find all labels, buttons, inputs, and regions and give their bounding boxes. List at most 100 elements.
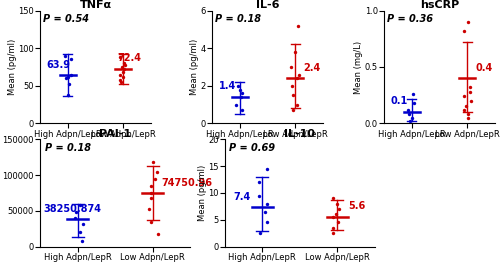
- Point: [117, 80, 125, 84]
- Point: [288, 84, 296, 88]
- Point: [406, 119, 414, 123]
- Point: [232, 102, 240, 107]
- Point: [64, 75, 72, 79]
- Point: [289, 108, 297, 112]
- Point: [149, 160, 157, 164]
- Point: [236, 87, 244, 92]
- Point: [118, 65, 126, 69]
- Text: 0.1: 0.1: [390, 96, 408, 106]
- Text: P = 0.36: P = 0.36: [388, 14, 434, 24]
- Point: [460, 94, 468, 98]
- Point: [262, 167, 270, 171]
- Point: [153, 169, 161, 174]
- Point: [466, 90, 474, 94]
- Point: [78, 239, 86, 243]
- Text: 1.4: 1.4: [218, 81, 236, 91]
- Point: [329, 231, 337, 235]
- Point: [466, 99, 474, 103]
- Point: [292, 50, 300, 54]
- Text: 5.6: 5.6: [348, 201, 366, 211]
- Point: [79, 222, 87, 226]
- Text: 63.9: 63.9: [46, 60, 70, 70]
- Point: [329, 215, 337, 219]
- Title: IL-10: IL-10: [284, 129, 316, 139]
- Point: [294, 24, 302, 28]
- Point: [288, 65, 296, 69]
- Text: 7.4: 7.4: [234, 192, 251, 202]
- Point: [329, 226, 337, 230]
- Text: 74750.96: 74750.96: [162, 178, 212, 188]
- Point: [70, 216, 78, 220]
- Point: [145, 207, 153, 211]
- Point: [294, 102, 302, 107]
- Point: [288, 93, 296, 97]
- Point: [408, 116, 416, 120]
- Text: P = 0.18: P = 0.18: [44, 143, 90, 152]
- Point: [116, 78, 124, 82]
- Point: [332, 202, 340, 206]
- Text: 0.4: 0.4: [476, 63, 493, 73]
- Point: [119, 75, 127, 79]
- Point: [328, 196, 336, 200]
- Point: [120, 67, 128, 71]
- Y-axis label: Mean (pg/ml): Mean (pg/ml): [190, 39, 199, 95]
- Point: [261, 210, 269, 214]
- Text: 72.4: 72.4: [118, 53, 142, 63]
- Point: [256, 231, 264, 235]
- Point: [119, 70, 127, 75]
- Point: [462, 104, 470, 109]
- Point: [120, 63, 128, 67]
- Point: [147, 184, 155, 188]
- Title: hsCRP: hsCRP: [420, 0, 459, 10]
- Point: [151, 177, 159, 181]
- Point: [254, 180, 262, 184]
- Y-axis label: Mean (mg/L): Mean (mg/L): [354, 40, 364, 94]
- Point: [116, 55, 124, 59]
- Point: [292, 76, 300, 80]
- Text: P = 0.69: P = 0.69: [230, 143, 276, 152]
- Point: [404, 108, 412, 112]
- Point: [409, 92, 417, 96]
- Text: 38250.874: 38250.874: [44, 204, 102, 214]
- Point: [67, 72, 75, 77]
- Point: [464, 20, 472, 24]
- Y-axis label: Mean (pg/ml): Mean (pg/ml): [8, 39, 16, 95]
- Title: TNFα: TNFα: [80, 0, 112, 10]
- Point: [76, 230, 84, 234]
- Title: IL-6: IL-6: [256, 0, 280, 10]
- Point: [64, 93, 72, 97]
- Point: [263, 220, 271, 225]
- Point: [332, 212, 340, 217]
- Point: [76, 203, 84, 207]
- Point: [406, 112, 413, 116]
- Point: [116, 72, 124, 77]
- Point: [460, 108, 468, 112]
- Point: [466, 85, 474, 90]
- Point: [334, 220, 342, 225]
- Y-axis label: Mean (pg/ml): Mean (pg/ml): [0, 165, 1, 221]
- Title: PAI-1: PAI-1: [99, 129, 131, 139]
- Point: [264, 202, 272, 206]
- Point: [67, 57, 75, 62]
- Point: [154, 232, 162, 236]
- Point: [295, 72, 303, 77]
- Point: [335, 207, 343, 211]
- Point: [61, 54, 69, 58]
- Text: P = 0.18: P = 0.18: [216, 14, 262, 24]
- Y-axis label: Mean (pg/ml): Mean (pg/ml): [198, 165, 206, 221]
- Point: [146, 191, 154, 195]
- Point: [148, 196, 156, 200]
- Point: [256, 193, 264, 198]
- Point: [464, 116, 472, 120]
- Text: P = 0.54: P = 0.54: [44, 14, 90, 24]
- Point: [464, 112, 472, 116]
- Point: [238, 91, 246, 95]
- Point: [120, 61, 128, 65]
- Point: [410, 101, 418, 105]
- Point: [460, 29, 468, 33]
- Point: [72, 210, 80, 214]
- Point: [146, 219, 154, 224]
- Point: [234, 84, 241, 88]
- Point: [237, 95, 245, 99]
- Point: [62, 76, 70, 80]
